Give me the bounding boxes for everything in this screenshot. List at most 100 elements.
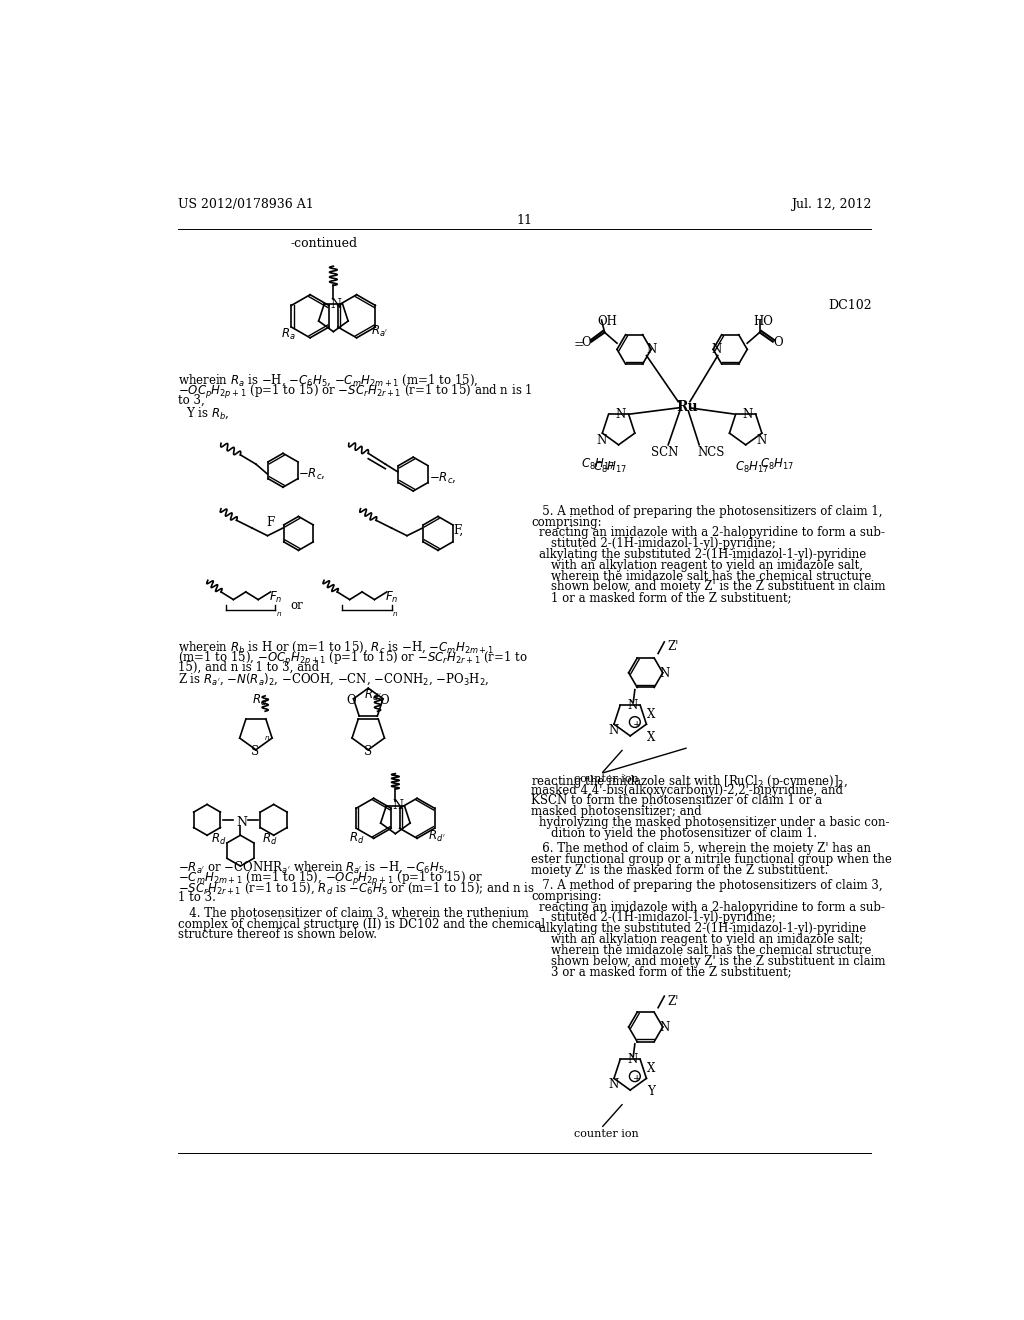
Text: $-C_mH_{2m+1}$ (m=1 to 15), $-OC_pH_{2p+1}$ (p=1 to 15) or: $-C_mH_{2m+1}$ (m=1 to 15), $-OC_pH_{2p+… (178, 870, 483, 888)
Text: N: N (712, 343, 722, 356)
Text: $C_8H_{17}$: $C_8H_{17}$ (760, 457, 794, 473)
Text: N: N (237, 816, 248, 829)
Text: $C_8H_{17}$: $C_8H_{17}$ (593, 461, 628, 475)
Text: N: N (627, 700, 637, 711)
Text: $_n$: $_n$ (276, 610, 283, 619)
Text: $R_{d'}$: $R_{d'}$ (365, 688, 382, 704)
Text: alkylating the substituted 2-(1H-imidazol-1-yl)-pyridine: alkylating the substituted 2-(1H-imidazo… (539, 923, 866, 936)
Text: $C_8H_{17}$: $C_8H_{17}$ (582, 457, 615, 473)
Text: with an alkylation reagent to yield an imidazole salt,: with an alkylation reagent to yield an i… (551, 558, 863, 572)
Text: O: O (773, 335, 783, 348)
Text: Y is $R_b$,: Y is $R_b$, (186, 405, 229, 421)
Text: Z': Z' (668, 995, 679, 1007)
Text: KSCN to form the photosensitizer of claim 1 or a: KSCN to form the photosensitizer of clai… (531, 795, 822, 808)
Text: stituted 2-(1H-imidazol-1-yl)-pyridine;: stituted 2-(1H-imidazol-1-yl)-pyridine; (551, 911, 776, 924)
Text: N: N (757, 434, 767, 447)
Text: HO: HO (754, 315, 773, 329)
Text: wherein the imidazole salt has the chemical structure: wherein the imidazole salt has the chemi… (551, 944, 871, 957)
Text: $R_a$: $R_a$ (281, 327, 295, 342)
Text: counter ion: counter ion (574, 775, 639, 784)
Text: N: N (608, 1077, 618, 1090)
Text: wherein $R_a$ is $-$H, $-C_6H_5$, $-C_mH_{2m+1}$ (m=1 to 15),: wherein $R_a$ is $-$H, $-C_6H_5$, $-C_mH… (178, 372, 478, 388)
Text: 6. The method of claim 5, wherein the moiety Z' has an: 6. The method of claim 5, wherein the mo… (531, 842, 871, 855)
Text: 15), and n is 1 to 3, and: 15), and n is 1 to 3, and (178, 661, 319, 675)
Text: reacting an imidazole with a 2-halopyridine to form a sub-: reacting an imidazole with a 2-halopyrid… (539, 900, 885, 913)
Text: Z': Z' (668, 640, 679, 653)
Text: 4. The photosensitizer of claim 3, wherein the ruthenium: 4. The photosensitizer of claim 3, where… (178, 907, 529, 920)
Text: N: N (597, 434, 607, 447)
Text: 11: 11 (517, 214, 532, 227)
Text: N: N (742, 408, 753, 421)
Text: Y: Y (647, 1085, 655, 1098)
Text: X: X (647, 1063, 655, 1076)
Text: X: X (647, 731, 655, 744)
Text: N: N (659, 1020, 670, 1034)
Text: O: O (379, 694, 389, 708)
Text: OH: OH (597, 315, 616, 329)
Text: (m=1 to 15), $-OC_pH_{2p+1}$ (p=1 to 15) or $-SC_rH_{2r+1}$ (r=1 to: (m=1 to 15), $-OC_pH_{2p+1}$ (p=1 to 15)… (178, 651, 528, 668)
Text: $-SC_rH_{2r+1}$ (r=1 to 15), $R_d$ is $-C_6H_5$ or (m=1 to 15); and n is: $-SC_rH_{2r+1}$ (r=1 to 15), $R_d$ is $-… (178, 880, 536, 896)
Text: F,: F, (454, 524, 464, 537)
Text: X: X (647, 708, 655, 721)
Text: US 2012/0178936 A1: US 2012/0178936 A1 (178, 198, 314, 211)
Text: shown below, and moiety Z' is the Z substituent in claim: shown below, and moiety Z' is the Z subs… (551, 954, 886, 968)
Text: N: N (659, 667, 670, 680)
Text: counter ion: counter ion (574, 1129, 639, 1139)
Text: SCN: SCN (651, 446, 679, 459)
Text: Jul. 12, 2012: Jul. 12, 2012 (791, 198, 871, 211)
Text: $R_{d'}$: $R_{d'}$ (428, 829, 445, 845)
Text: Ru: Ru (676, 400, 697, 414)
Text: S: S (364, 744, 372, 758)
Text: N: N (392, 799, 403, 812)
Text: $R_{d'}$: $R_{d'}$ (252, 693, 269, 708)
Text: masked 4,4'-bis(alkoxycarbonyl)-2,2'-bipyridine, and: masked 4,4'-bis(alkoxycarbonyl)-2,2'-bip… (531, 784, 843, 797)
Text: hydrolyzing the masked photosensitizer under a basic con-: hydrolyzing the masked photosensitizer u… (539, 816, 889, 829)
Text: $C_8H_{17}$: $C_8H_{17}$ (735, 461, 769, 475)
Text: wherein the imidazole salt has the chemical structure: wherein the imidazole salt has the chemi… (551, 570, 871, 582)
Text: $R_d$: $R_d$ (262, 832, 278, 847)
Text: O: O (346, 694, 356, 708)
Text: N: N (331, 298, 341, 310)
Text: N: N (608, 723, 618, 737)
Text: stituted 2-(1H-imidazol-1-yl)-pyridine;: stituted 2-(1H-imidazol-1-yl)-pyridine; (551, 537, 776, 550)
Text: comprising:: comprising: (531, 516, 602, 529)
Text: 5. A method of preparing the photosensitizers of claim 1,: 5. A method of preparing the photosensit… (531, 506, 883, 517)
Text: 7. A method of preparing the photosensitizers of claim 3,: 7. A method of preparing the photosensit… (531, 879, 883, 892)
Text: $_n$: $_n$ (392, 610, 398, 619)
Text: DC102: DC102 (828, 298, 872, 312)
Text: $-OC_pH_{2p+1}$ (p=1 to 15) or $-SC_rH_{2r+1}$ (r=1 to 15) and n is 1: $-OC_pH_{2p+1}$ (p=1 to 15) or $-SC_rH_{… (178, 383, 532, 401)
Text: Z is $R_{a'}$, $-N(R_a)_2$, $-$COOH, $-$CN, $-$CONH$_2$, $-$PO$_3$H$_2$,: Z is $R_{a'}$, $-N(R_a)_2$, $-$COOH, $-$… (178, 672, 489, 688)
Text: +: + (633, 719, 641, 729)
Text: $F_n$: $F_n$ (385, 590, 398, 605)
Text: $R_d$: $R_d$ (349, 830, 365, 846)
Text: $-R_{c}$,: $-R_{c}$, (429, 470, 457, 484)
Text: masked photosensitizer; and: masked photosensitizer; and (531, 805, 701, 818)
Text: $-R_{a'}$ or $-$CONHR$_{a'}$ wherein $R_{a'}$ is $-$H, $-C_6H_5$,: $-R_{a'}$ or $-$CONHR$_{a'}$ wherein $R_… (178, 859, 449, 875)
Text: $_n$: $_n$ (263, 734, 270, 743)
Text: 1 or a masked form of the Z substituent;: 1 or a masked form of the Z substituent; (551, 591, 792, 605)
Text: N: N (615, 408, 626, 421)
Text: $-R_{c}$,: $-R_{c}$, (299, 466, 326, 480)
Text: structure thereof is shown below.: structure thereof is shown below. (178, 928, 378, 941)
Text: 1 to 3.: 1 to 3. (178, 891, 216, 904)
Text: S: S (251, 744, 259, 758)
Text: N: N (646, 343, 656, 356)
Text: 3 or a masked form of the Z substituent;: 3 or a masked form of the Z substituent; (551, 965, 792, 978)
Text: ester functional group or a nitrile functional group when the: ester functional group or a nitrile func… (531, 853, 892, 866)
Text: shown below, and moiety Z' is the Z substituent in claim: shown below, and moiety Z' is the Z subs… (551, 581, 886, 594)
Text: F: F (266, 516, 274, 529)
Text: moiety Z' is the masked form of the Z substituent.: moiety Z' is the masked form of the Z su… (531, 863, 828, 876)
Text: wherein $R_b$ is H or (m=1 to 15), $R_c$ is $-$H, $-C_mH_{2m+1}$: wherein $R_b$ is H or (m=1 to 15), $R_c$… (178, 640, 494, 655)
Text: $R_{a'}$: $R_{a'}$ (371, 323, 388, 339)
Text: reacting an imidazole with a 2-halopyridine to form a sub-: reacting an imidazole with a 2-halopyrid… (539, 527, 885, 540)
Text: +: + (633, 1074, 641, 1082)
Text: comprising:: comprising: (531, 890, 602, 903)
Text: N: N (627, 1053, 637, 1067)
Text: to 3,: to 3, (178, 395, 205, 407)
Text: dition to yield the photosensitizer of claim 1.: dition to yield the photosensitizer of c… (551, 826, 817, 840)
Text: reacting the imidazole salt with [RuCl$_2$ (p-cymene)]$_2$,: reacting the imidazole salt with [RuCl$_… (531, 774, 848, 789)
Text: $R_d$: $R_d$ (211, 832, 226, 847)
Text: $F_n$: $F_n$ (269, 590, 283, 605)
Text: complex of chemical structure (II) is DC102 and the chemical: complex of chemical structure (II) is DC… (178, 917, 546, 931)
Text: O: O (582, 335, 591, 348)
